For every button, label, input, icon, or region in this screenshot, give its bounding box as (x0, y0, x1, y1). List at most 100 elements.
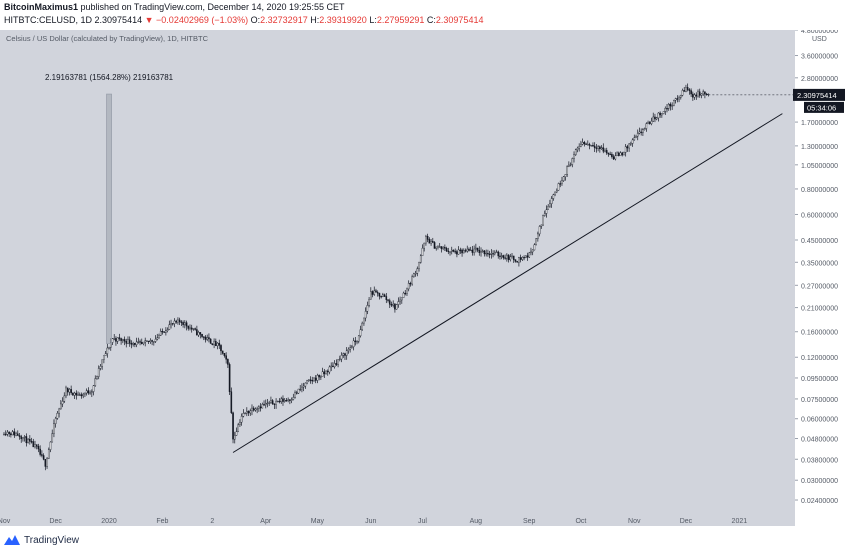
candle-body (623, 152, 625, 156)
candle-body (493, 252, 496, 255)
candle-body (115, 338, 117, 342)
candle-body (640, 131, 642, 133)
candle-body (657, 112, 660, 119)
candle (311, 376, 314, 385)
candle-body (464, 250, 467, 252)
candle (330, 362, 332, 372)
candle-body (475, 247, 477, 250)
candle-body (690, 90, 692, 95)
candle (388, 298, 391, 309)
x-tick-label: Dec (680, 518, 693, 525)
candle-body (388, 300, 391, 305)
candle-body (630, 143, 632, 145)
candle-body (512, 255, 515, 260)
plot-area[interactable] (0, 30, 795, 526)
candle-body (404, 292, 407, 295)
candle (240, 413, 243, 426)
candle (292, 393, 295, 401)
candle (633, 134, 636, 141)
candle-body (440, 246, 443, 249)
candle-body (235, 431, 238, 436)
candle (209, 338, 212, 344)
candle (244, 412, 246, 415)
candle-body (246, 410, 248, 414)
candle-body (123, 339, 126, 342)
candle (524, 255, 527, 259)
open-value: 2.32732917 (260, 15, 308, 25)
candle-body (693, 94, 696, 98)
candle (425, 234, 427, 246)
candle (158, 333, 160, 340)
candle (428, 237, 431, 244)
candle-body (549, 203, 551, 207)
candle-body (354, 340, 357, 342)
candle (254, 407, 257, 412)
candle (442, 246, 444, 251)
candle-body (433, 242, 436, 249)
candle-body (432, 241, 434, 243)
candle (698, 88, 701, 98)
candle (537, 231, 539, 242)
candle (11, 429, 14, 436)
candle-body (566, 166, 568, 175)
candle-body (509, 256, 512, 260)
candle-body (153, 341, 155, 343)
candle (108, 346, 110, 350)
candle-body (240, 416, 243, 423)
candle (423, 242, 425, 252)
open-label: O: (250, 15, 261, 25)
candle (297, 388, 300, 395)
candle (308, 379, 310, 383)
publisher-name[interactable]: BitcoinMaximus1 (4, 2, 79, 12)
candle-body (196, 329, 198, 336)
candle (357, 335, 360, 344)
candle (463, 248, 465, 254)
candle-body (314, 377, 317, 381)
candle (394, 303, 396, 313)
candle-body (242, 413, 245, 417)
tradingview-logo[interactable]: TradingView (4, 534, 79, 546)
candle-body (308, 379, 310, 381)
candle (480, 247, 482, 257)
candle-body (280, 398, 283, 403)
price-chart[interactable]: Celsius / US Dollar (calculated by Tradi… (0, 30, 850, 530)
candle-body (302, 385, 305, 388)
candle (106, 343, 109, 358)
candle-body (409, 283, 412, 285)
candle (476, 247, 479, 253)
candle (30, 437, 33, 444)
candle (685, 84, 687, 93)
candle (232, 411, 234, 444)
candle-body (697, 91, 699, 97)
candle-body (619, 152, 622, 156)
y-tick-label: 0.12000000 (801, 355, 838, 362)
candle-body (163, 331, 165, 333)
candle (630, 141, 632, 146)
candle (493, 250, 496, 256)
candle-body (256, 408, 258, 410)
candle (647, 120, 649, 125)
tradingview-icon (4, 535, 20, 545)
candle-body (320, 376, 322, 378)
candle (523, 255, 525, 261)
candle-body (394, 303, 396, 310)
candle (704, 91, 706, 99)
candle (383, 293, 386, 297)
candle-body (11, 431, 14, 436)
candle-body (299, 388, 302, 391)
candle (485, 249, 487, 257)
candle (82, 392, 85, 399)
candle-body (184, 322, 186, 325)
candle (361, 321, 363, 331)
candle-body (478, 250, 481, 253)
candle (6, 430, 9, 437)
candle-body (568, 164, 570, 167)
candle (585, 142, 587, 145)
candle-body (449, 251, 451, 253)
candle (91, 389, 93, 398)
candle (533, 243, 536, 251)
candle (202, 336, 205, 341)
candle (583, 140, 586, 147)
candle (208, 333, 210, 343)
candle-body (142, 341, 145, 344)
